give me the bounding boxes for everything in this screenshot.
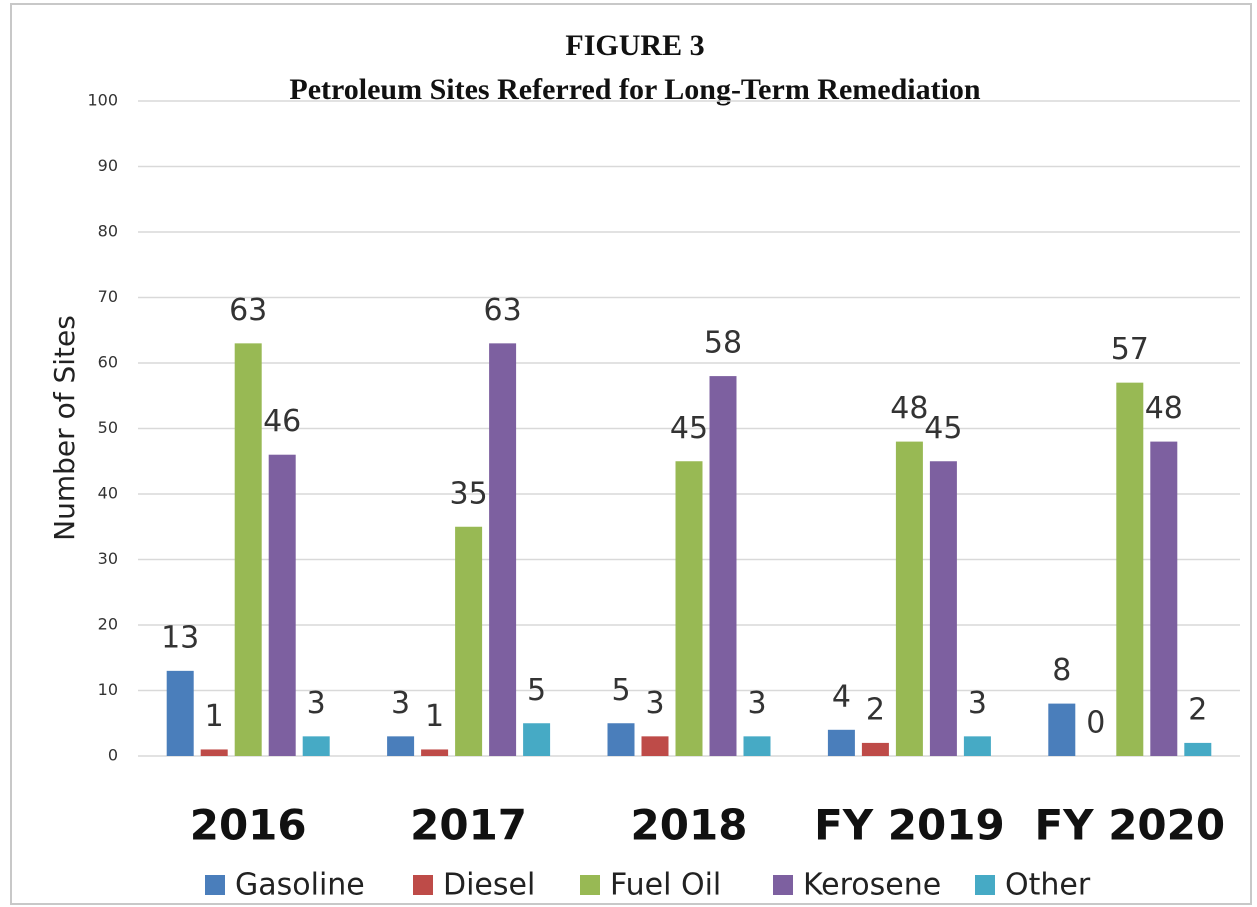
- data-label: 45: [924, 411, 962, 446]
- bar: [861, 742, 889, 756]
- legend-swatch: [413, 875, 433, 895]
- bar: [641, 736, 669, 756]
- data-label: 0: [1086, 706, 1105, 741]
- data-label: 13: [161, 620, 199, 655]
- y-tick-label: 10: [98, 680, 118, 699]
- bar: [166, 670, 194, 756]
- y-tick-label: 70: [98, 287, 118, 306]
- data-label: 5: [527, 673, 546, 708]
- x-tick-label: 2017: [410, 801, 527, 850]
- y-tick-label: 50: [98, 418, 118, 437]
- data-label: 57: [1111, 332, 1149, 367]
- bar: [827, 729, 855, 756]
- data-label: 48: [1145, 391, 1183, 426]
- y-tick-label: 80: [98, 222, 118, 241]
- legend-swatch: [580, 875, 600, 895]
- data-label: 58: [704, 326, 742, 361]
- data-label: 5: [611, 673, 630, 708]
- data-label: 3: [747, 686, 766, 721]
- data-label: 45: [670, 411, 708, 446]
- data-label: 3: [645, 686, 664, 721]
- legend-swatch: [975, 875, 995, 895]
- data-label: 8: [1052, 653, 1071, 688]
- legend-label: Gasoline: [235, 868, 365, 903]
- y-tick-label: 20: [98, 615, 118, 634]
- chart-title: FIGURE 3: [565, 29, 704, 62]
- bar: [200, 749, 228, 756]
- data-label: 3: [307, 686, 326, 721]
- data-label: 3: [391, 686, 410, 721]
- bar: [963, 736, 991, 756]
- y-tick-label: 30: [98, 549, 118, 568]
- data-label: 63: [229, 293, 267, 328]
- chart-frame: [10, 3, 1252, 905]
- x-tick-label: FY 2020: [1034, 801, 1225, 850]
- bar: [1150, 441, 1178, 756]
- y-tick-label: 60: [98, 353, 118, 372]
- data-label: 4: [832, 679, 851, 714]
- x-tick-label: 2016: [190, 801, 307, 850]
- bar: [489, 343, 517, 756]
- bar: [709, 376, 737, 756]
- legend-swatch: [205, 875, 225, 895]
- data-label: 35: [450, 476, 488, 511]
- data-label: 46: [263, 404, 301, 439]
- bar: [1184, 742, 1212, 756]
- bar: [387, 736, 415, 756]
- y-tick-label: 100: [87, 91, 118, 110]
- legend-label: Diesel: [443, 868, 535, 903]
- y-tick-label: 40: [98, 484, 118, 503]
- data-label: 1: [425, 699, 444, 734]
- bar: [421, 749, 449, 756]
- data-label: 63: [484, 293, 522, 328]
- bar: [895, 441, 923, 756]
- bar: [234, 343, 262, 756]
- legend-label: Kerosene: [803, 868, 941, 903]
- bar: [675, 461, 703, 756]
- data-label: 1: [205, 699, 224, 734]
- y-tick-label: 0: [108, 746, 118, 765]
- bar: [929, 461, 957, 756]
- bar: [302, 736, 330, 756]
- bar: [743, 736, 771, 756]
- bar: [607, 723, 635, 756]
- data-label: 48: [890, 391, 928, 426]
- y-axis-label: Number of Sites: [48, 315, 81, 541]
- bar: [455, 526, 483, 756]
- y-tick-label: 90: [98, 156, 118, 175]
- legend-label: Fuel Oil: [610, 868, 721, 903]
- bar: [1048, 703, 1076, 756]
- bar: [1116, 382, 1144, 756]
- x-tick-label: 2018: [631, 801, 748, 850]
- x-tick-label: FY 2019: [814, 801, 1005, 850]
- bar: [523, 723, 551, 756]
- data-label: 2: [866, 692, 885, 727]
- data-label: 2: [1188, 692, 1207, 727]
- data-label: 3: [968, 686, 987, 721]
- legend-swatch: [773, 875, 793, 895]
- bar: [268, 454, 296, 756]
- legend-label: Other: [1005, 868, 1091, 903]
